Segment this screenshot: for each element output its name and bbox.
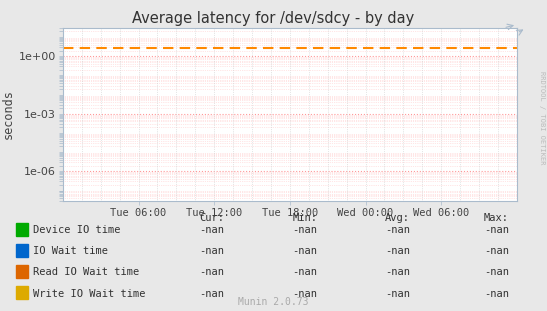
Text: -nan: -nan: [292, 246, 317, 256]
Text: Munin 2.0.73: Munin 2.0.73: [238, 297, 309, 307]
Text: Max:: Max:: [484, 213, 509, 223]
Text: -nan: -nan: [484, 225, 509, 235]
Text: -nan: -nan: [292, 267, 317, 277]
Text: -nan: -nan: [292, 225, 317, 235]
Text: Device IO time: Device IO time: [33, 225, 120, 235]
Text: -nan: -nan: [385, 225, 410, 235]
Text: -nan: -nan: [484, 246, 509, 256]
Text: -nan: -nan: [199, 267, 224, 277]
Text: -nan: -nan: [385, 246, 410, 256]
Y-axis label: seconds: seconds: [2, 89, 15, 139]
Text: -nan: -nan: [484, 289, 509, 299]
Text: -nan: -nan: [199, 225, 224, 235]
Text: -nan: -nan: [292, 289, 317, 299]
Text: Avg:: Avg:: [385, 213, 410, 223]
Text: Write IO Wait time: Write IO Wait time: [33, 289, 146, 299]
Text: -nan: -nan: [484, 267, 509, 277]
Text: Average latency for /dev/sdcy - by day: Average latency for /dev/sdcy - by day: [132, 11, 415, 26]
Text: -nan: -nan: [199, 289, 224, 299]
Text: -nan: -nan: [385, 289, 410, 299]
Text: Min:: Min:: [292, 213, 317, 223]
Text: IO Wait time: IO Wait time: [33, 246, 108, 256]
Text: -nan: -nan: [199, 246, 224, 256]
Text: RRDTOOL / TOBI OETIKER: RRDTOOL / TOBI OETIKER: [539, 72, 545, 165]
Text: -nan: -nan: [385, 267, 410, 277]
Text: Read IO Wait time: Read IO Wait time: [33, 267, 139, 277]
Text: Cur:: Cur:: [199, 213, 224, 223]
